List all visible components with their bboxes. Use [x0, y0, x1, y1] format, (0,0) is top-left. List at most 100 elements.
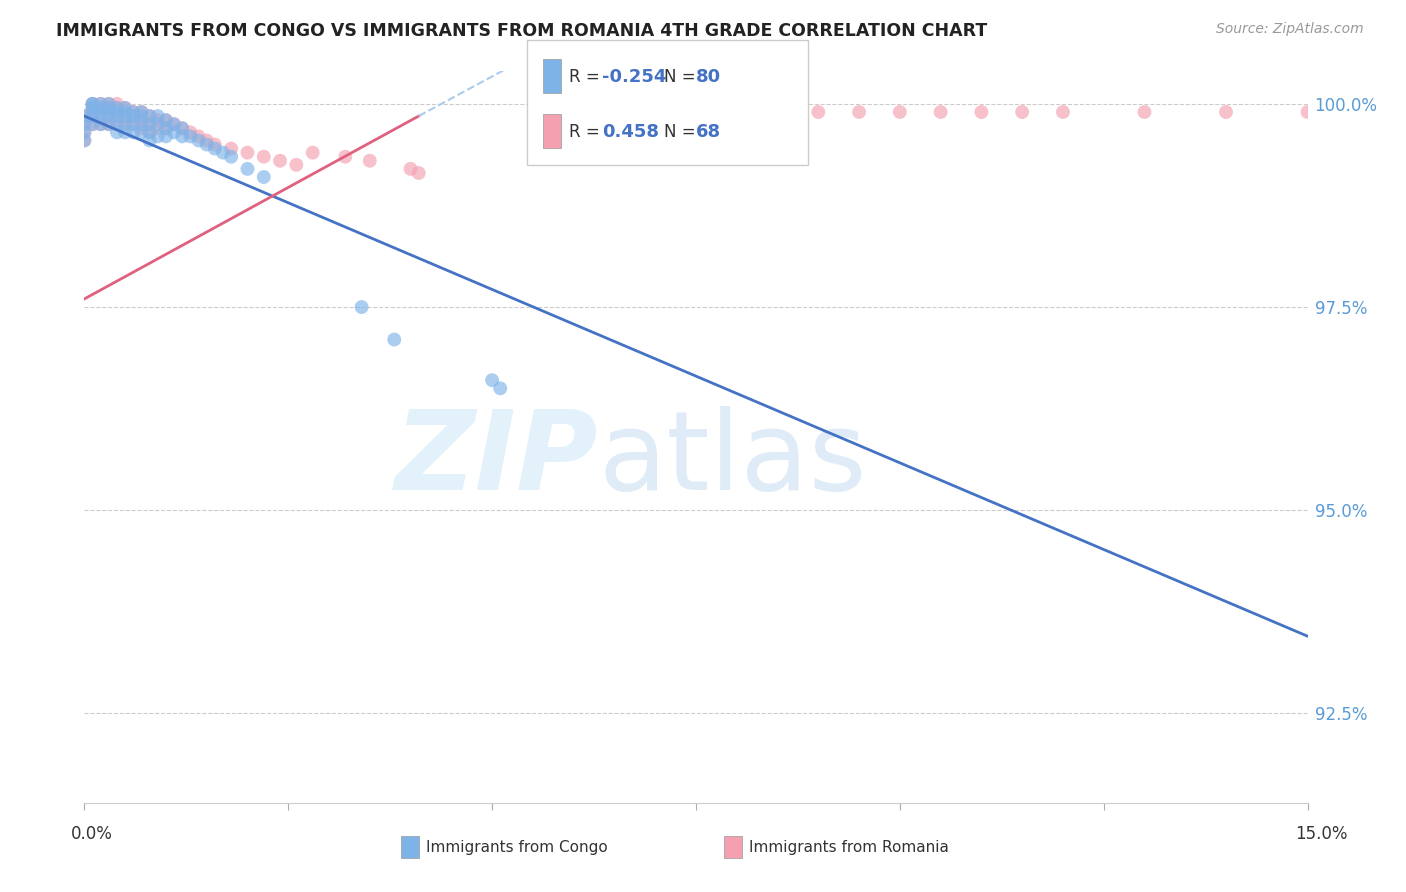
- Point: [889, 105, 911, 120]
- Point: [73, 133, 96, 147]
- Point: [90, 105, 112, 120]
- Point: [105, 117, 128, 131]
- Point: [138, 109, 160, 123]
- Point: [644, 105, 666, 120]
- Point: [481, 373, 503, 387]
- Point: [195, 133, 218, 147]
- Point: [114, 125, 136, 139]
- Point: [122, 109, 145, 123]
- Text: 68: 68: [696, 122, 721, 141]
- Point: [73, 125, 96, 139]
- Point: [90, 117, 112, 131]
- Point: [82, 109, 104, 123]
- Point: [73, 125, 96, 139]
- Point: [603, 105, 626, 120]
- Text: Immigrants from Romania: Immigrants from Romania: [749, 840, 949, 855]
- Point: [408, 166, 430, 180]
- Point: [187, 129, 209, 144]
- Point: [1011, 105, 1033, 120]
- Text: N =: N =: [664, 122, 700, 141]
- Point: [73, 109, 96, 123]
- Point: [138, 133, 160, 147]
- Point: [97, 101, 120, 115]
- Point: [97, 117, 120, 131]
- Point: [399, 161, 422, 176]
- Point: [73, 117, 96, 131]
- Point: [269, 153, 291, 168]
- Point: [82, 105, 104, 120]
- Point: [301, 145, 323, 160]
- Point: [97, 105, 120, 120]
- Point: [97, 96, 120, 111]
- Point: [90, 96, 112, 111]
- Point: [285, 158, 308, 172]
- Point: [138, 125, 160, 139]
- Point: [236, 145, 259, 160]
- Point: [766, 105, 789, 120]
- Point: [122, 117, 145, 131]
- Text: atlas: atlas: [598, 406, 866, 513]
- Point: [114, 101, 136, 115]
- Point: [382, 333, 405, 347]
- Point: [163, 117, 186, 131]
- Text: N =: N =: [664, 68, 700, 86]
- Point: [179, 125, 201, 139]
- Point: [155, 129, 177, 144]
- Point: [138, 117, 160, 131]
- Point: [97, 109, 120, 123]
- Point: [131, 125, 153, 139]
- Point: [114, 101, 136, 115]
- Point: [155, 113, 177, 128]
- Point: [97, 96, 120, 111]
- Point: [105, 109, 128, 123]
- Point: [122, 105, 145, 120]
- Point: [105, 125, 128, 139]
- Point: [82, 96, 104, 111]
- Point: [219, 142, 242, 156]
- Point: [204, 137, 226, 152]
- Point: [212, 145, 235, 160]
- Point: [122, 117, 145, 131]
- Point: [138, 125, 160, 139]
- Text: Source: ZipAtlas.com: Source: ZipAtlas.com: [1216, 22, 1364, 37]
- Point: [219, 150, 242, 164]
- Point: [105, 96, 128, 111]
- Point: [90, 101, 112, 115]
- Point: [1215, 105, 1237, 120]
- Text: 15.0%: 15.0%: [1295, 825, 1348, 843]
- Point: [172, 121, 194, 136]
- Point: [131, 105, 153, 120]
- Point: [105, 101, 128, 115]
- Text: 0.458: 0.458: [602, 122, 659, 141]
- Point: [236, 161, 259, 176]
- Point: [350, 300, 373, 314]
- Point: [122, 125, 145, 139]
- Point: [146, 109, 169, 123]
- Point: [359, 153, 381, 168]
- Point: [146, 129, 169, 144]
- Point: [73, 117, 96, 131]
- Point: [848, 105, 870, 120]
- Text: -0.254: -0.254: [602, 68, 666, 86]
- Point: [204, 142, 226, 156]
- Point: [82, 101, 104, 115]
- Point: [131, 109, 153, 123]
- Point: [105, 117, 128, 131]
- Point: [155, 113, 177, 128]
- Point: [172, 129, 194, 144]
- Point: [114, 109, 136, 123]
- Point: [97, 117, 120, 131]
- Point: [122, 105, 145, 120]
- Point: [90, 101, 112, 115]
- Point: [114, 109, 136, 123]
- Point: [82, 96, 104, 111]
- Point: [187, 133, 209, 147]
- Point: [253, 169, 276, 184]
- Text: Immigrants from Congo: Immigrants from Congo: [426, 840, 607, 855]
- Point: [562, 105, 585, 120]
- Point: [131, 121, 153, 136]
- Point: [73, 133, 96, 147]
- Point: [253, 150, 276, 164]
- Point: [138, 109, 160, 123]
- Point: [163, 125, 186, 139]
